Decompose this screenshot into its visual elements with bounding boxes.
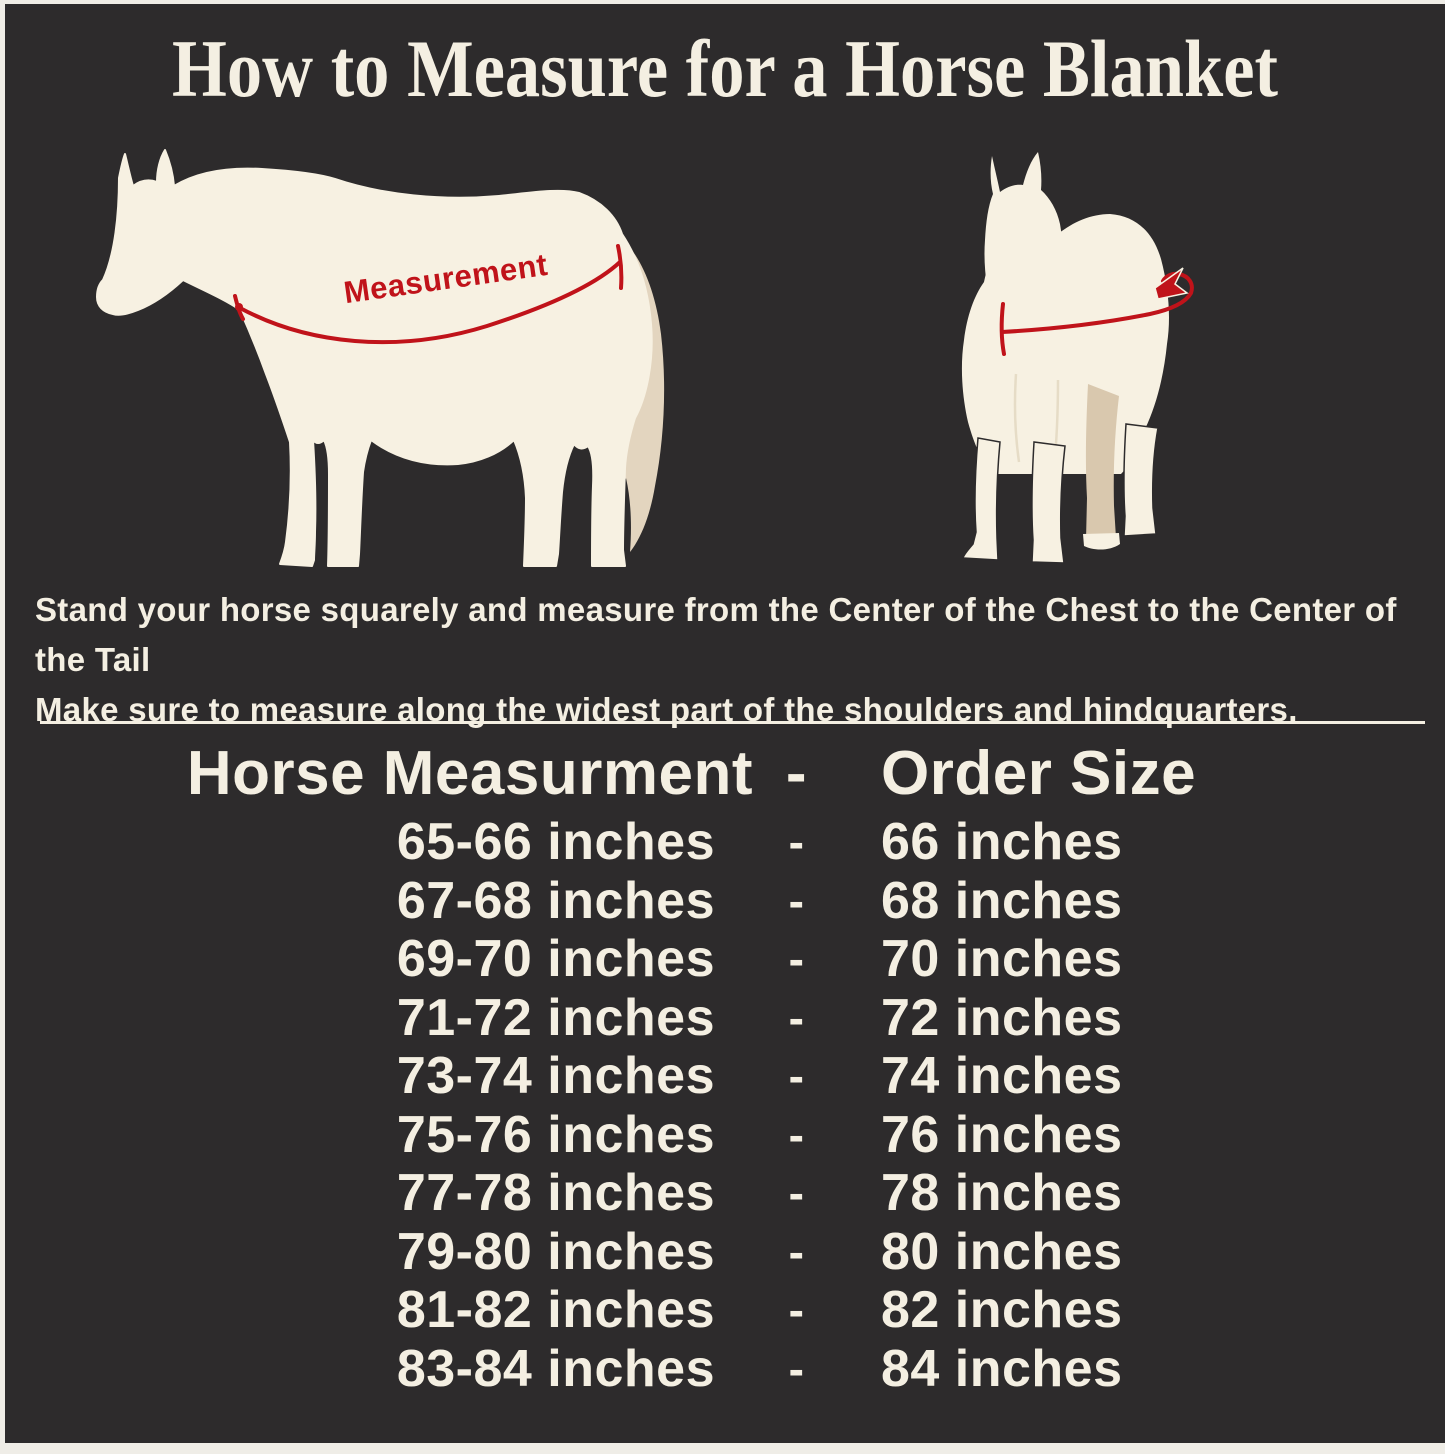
row-measurement: 75-76 inches <box>396 1105 715 1164</box>
size-table-row: 67-68 inches - 68 inches <box>5 871 1445 930</box>
horse-body <box>96 149 653 567</box>
row-order-size: 78 inches <box>881 1164 1123 1222</box>
row-separator: - <box>788 1167 805 1219</box>
row-separator: - <box>788 1050 805 1102</box>
instructions-text: Stand your horse squarely and measure fr… <box>35 585 1435 735</box>
measurement-arrowhead <box>1154 267 1189 300</box>
size-table-row: 69-70 inches - 70 inches <box>5 929 1445 988</box>
row-separator: - <box>788 933 805 985</box>
row-order-size: 80 inches <box>881 1222 1123 1281</box>
horse-front-legs <box>962 423 1159 564</box>
row-separator: - <box>788 816 805 868</box>
row-measurement: 67-68 inches <box>396 871 715 930</box>
infographic-panel: How to Measure for a Horse Blanket Measu… <box>5 4 1445 1443</box>
row-separator: - <box>788 1284 805 1336</box>
side-horse-illustration <box>96 149 665 567</box>
row-separator: - <box>788 1225 805 1278</box>
row-separator: - <box>788 1108 805 1161</box>
size-table-row: 79-80 inches - 80 inches <box>5 1222 1445 1281</box>
page-title-text: How to Measure for a Horse Blanket <box>172 23 1278 114</box>
row-order-size: 82 inches <box>881 1281 1123 1339</box>
size-table-row: 77-78 inches - 78 inches <box>5 1163 1445 1222</box>
row-measurement: 69-70 inches <box>396 930 715 988</box>
size-table-row: 81-82 inches - 82 inches <box>5 1280 1445 1339</box>
row-separator: - <box>788 991 805 1044</box>
header-order-size: Order Size <box>881 738 1197 808</box>
front-horse-illustration <box>961 152 1194 564</box>
row-separator: - <box>788 1342 805 1395</box>
row-measurement: 83-84 inches <box>396 1339 715 1398</box>
divider-line <box>40 721 1425 724</box>
size-table: Horse Measurment - Order Size 65-66 inch… <box>5 734 1445 1398</box>
row-measurement: 77-78 inches <box>396 1164 715 1222</box>
row-order-size: 74 inches <box>881 1047 1123 1105</box>
row-measurement: 81-82 inches <box>396 1281 715 1339</box>
page-title: How to Measure for a Horse Blanket <box>5 23 1445 114</box>
header-horse-measurement: Horse Measurment <box>186 738 753 808</box>
measurement-line-start-dot <box>235 303 243 311</box>
row-order-size: 84 inches <box>881 1339 1123 1398</box>
size-table-row: 71-72 inches - 72 inches <box>5 988 1445 1047</box>
row-measurement: 71-72 inches <box>396 988 715 1047</box>
row-order-size: 66 inches <box>881 813 1123 871</box>
horse-far-leg-shaded <box>1085 384 1119 540</box>
header-separator: - <box>785 738 808 808</box>
size-table-row: 65-66 inches - 66 inches <box>5 812 1445 871</box>
size-table-row: 83-84 inches - 84 inches <box>5 1339 1445 1398</box>
size-table-row: 75-76 inches - 76 inches <box>5 1105 1445 1164</box>
row-order-size: 68 inches <box>881 871 1123 930</box>
size-table-header: Horse Measurment - Order Size <box>5 734 1445 812</box>
horse-far-leg-hoof <box>1083 533 1120 550</box>
row-order-size: 72 inches <box>881 988 1123 1047</box>
row-separator: - <box>788 874 805 927</box>
row-measurement: 65-66 inches <box>396 813 715 871</box>
size-table-row: 73-74 inches - 74 inches <box>5 1046 1445 1105</box>
row-order-size: 76 inches <box>881 1105 1123 1164</box>
row-measurement: 79-80 inches <box>396 1222 715 1281</box>
instructions-line-2: Make sure to measure along the widest pa… <box>35 691 1298 728</box>
row-order-size: 70 inches <box>881 930 1123 988</box>
instructions-line-1: Stand your horse squarely and measure fr… <box>35 591 1397 678</box>
row-measurement: 73-74 inches <box>396 1047 715 1105</box>
